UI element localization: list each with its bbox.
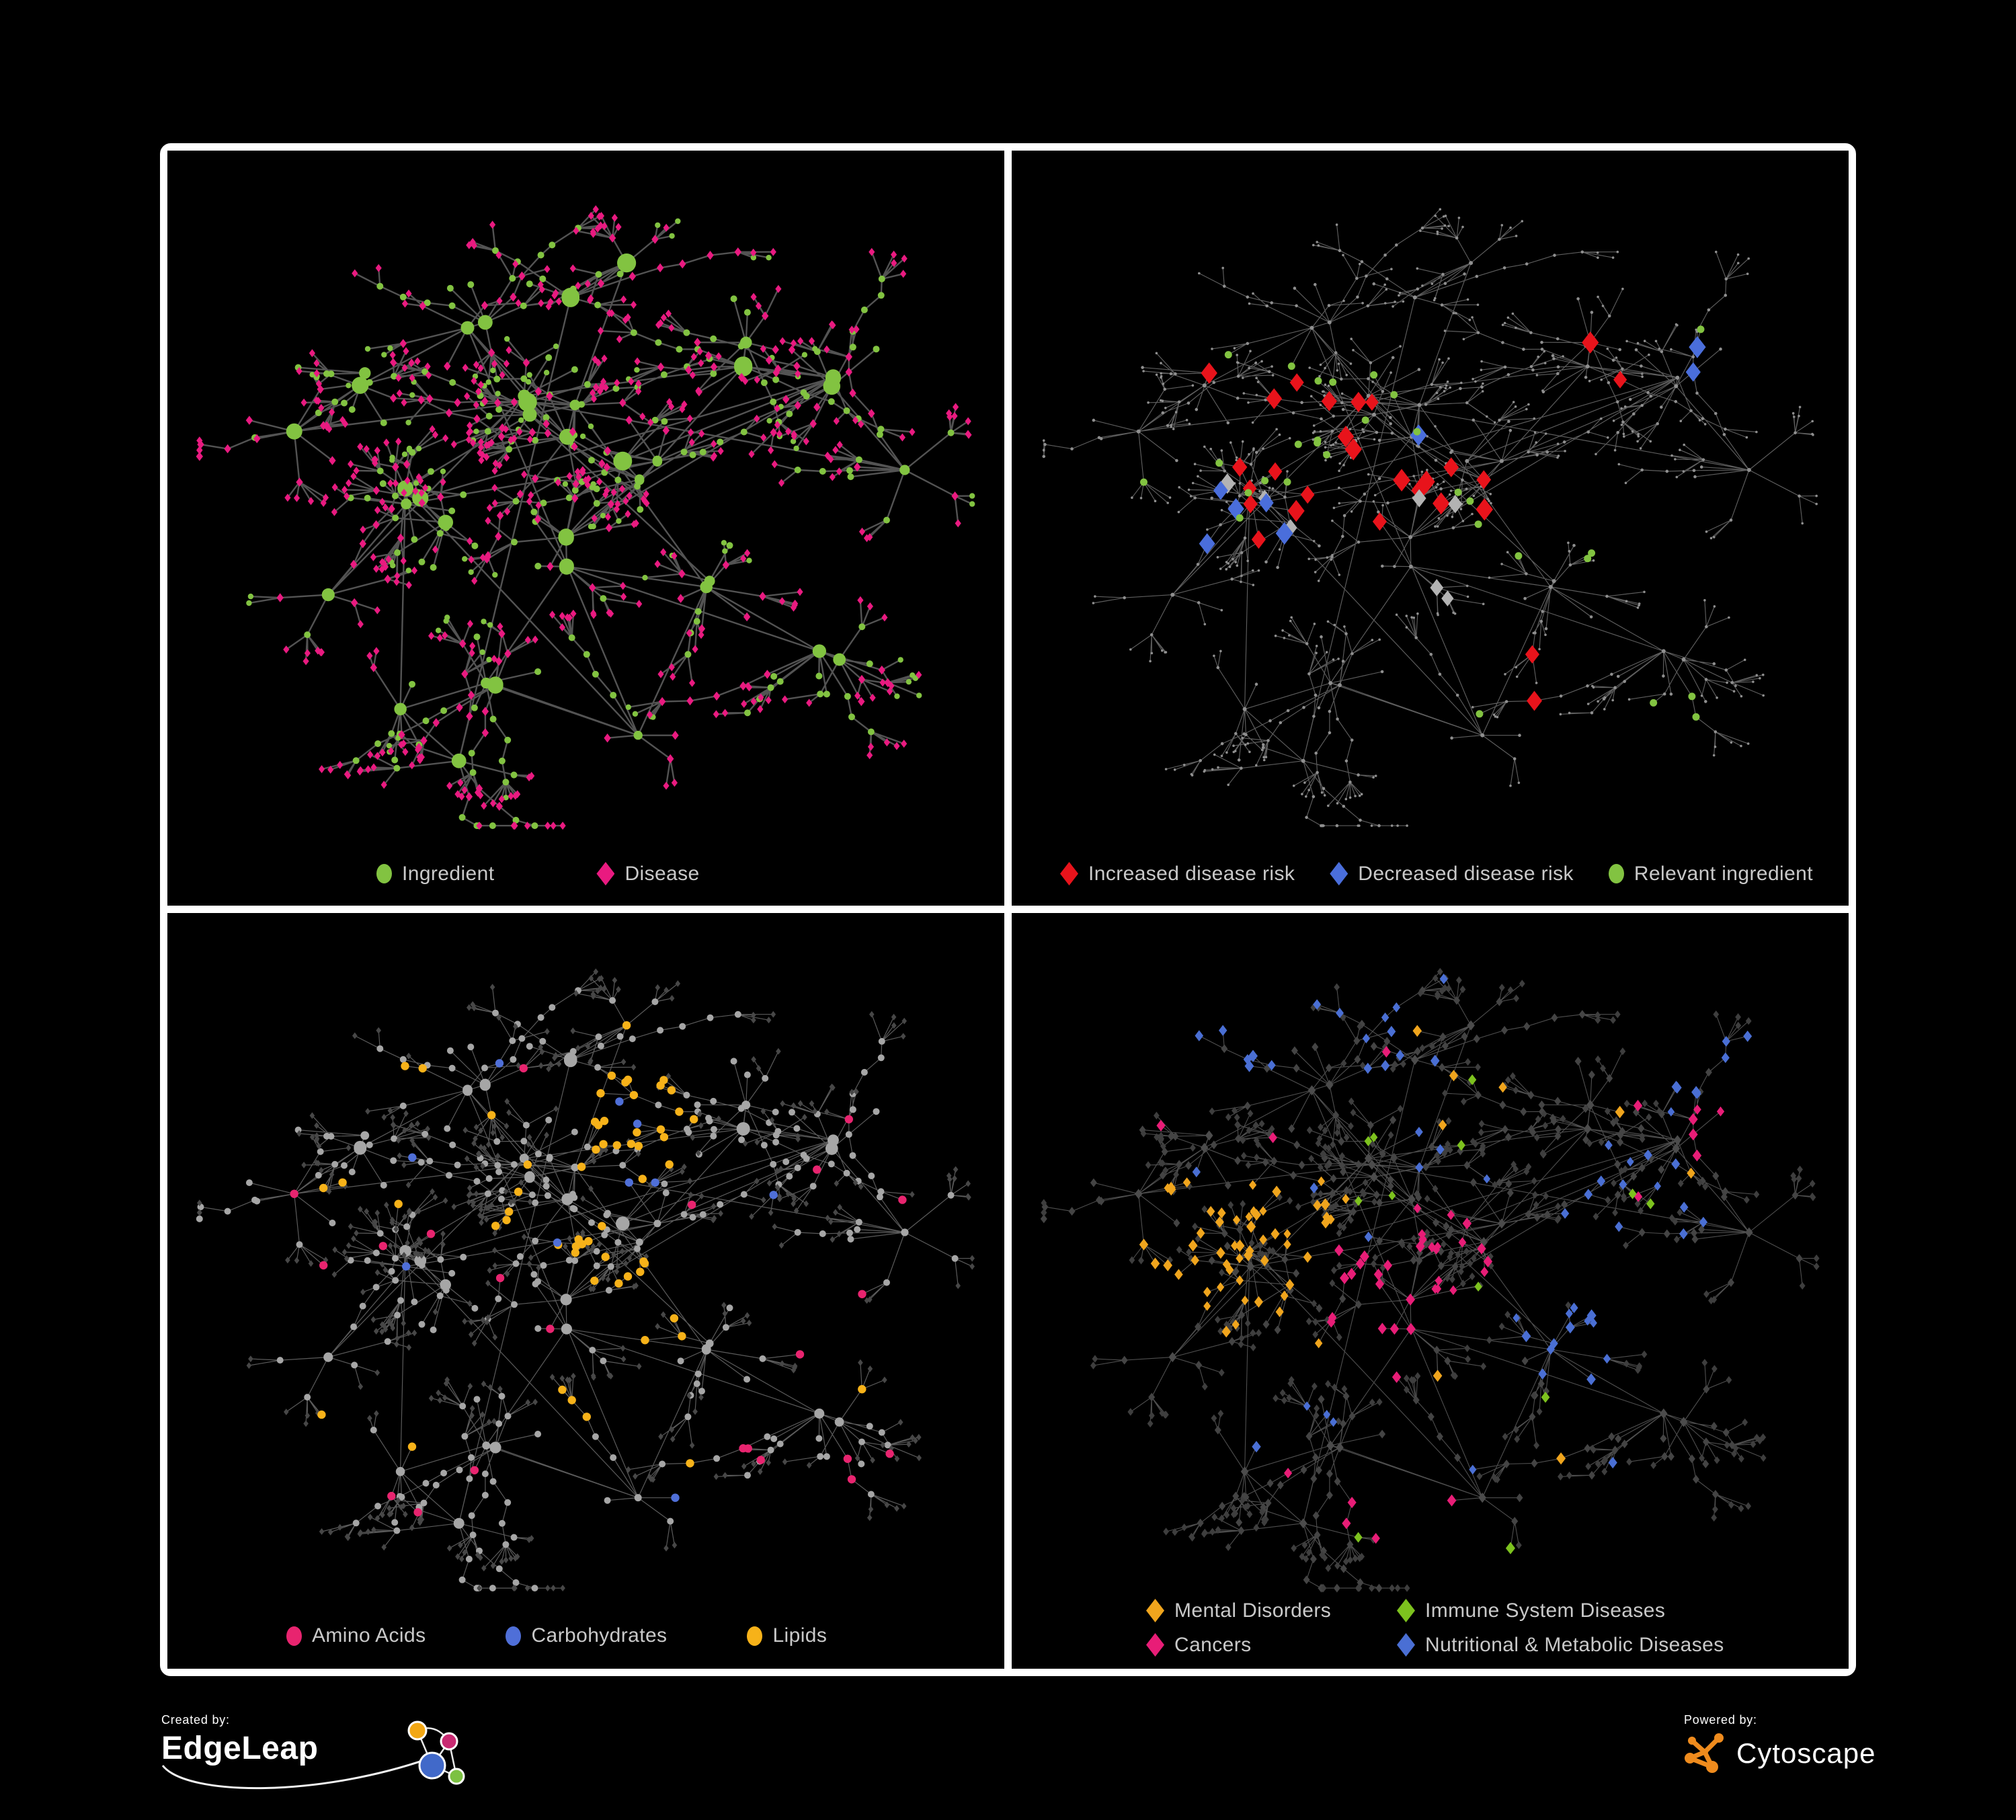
figure-frame: Ingredient Disease Increased disease ris… [160, 143, 1856, 1676]
cytoscape-logo-icon [1685, 1733, 1724, 1773]
legend-item-cancers: Cancers [1146, 1633, 1397, 1657]
created-by-label: Created by: [161, 1713, 230, 1727]
legend-label-lipids: Lipids [772, 1624, 828, 1647]
edgeleap-wordmark: EdgeLeap [161, 1731, 319, 1766]
network-svg-ingredient-disease [196, 205, 975, 830]
panel-disease-risk: Increased disease risk Decreased disease… [1012, 151, 1849, 906]
network-svg-disease-classes [1040, 967, 1820, 1593]
nutritional-metabolic-diseases-marker-icon [1397, 1633, 1415, 1657]
panel-disease-classes: Mental Disorders Immune System Diseases … [1012, 913, 1849, 1669]
legend-item-increased-risk: Increased disease risk [1060, 862, 1295, 885]
carbohydrates-marker-icon [506, 1626, 522, 1646]
disease-marker-icon [596, 862, 615, 885]
legend-label-mental-disorders: Mental Disorders [1174, 1599, 1332, 1622]
legend-item-decreased-risk: Decreased disease risk [1330, 862, 1574, 885]
legend-item-amino-acids: Amino Acids [286, 1624, 426, 1647]
legend-item-relevant-ingredient: Relevant ingredient [1608, 862, 1813, 885]
legend-item-immune-system-diseases: Immune System Diseases [1397, 1599, 1724, 1622]
legend-item-mental-disorders: Mental Disorders [1146, 1599, 1397, 1622]
legend-label-ingredient: Ingredient [402, 862, 495, 885]
panel-ingredient-disease: Ingredient Disease [167, 151, 1004, 906]
relevant-ingredient-marker-icon [1608, 864, 1624, 883]
legend-disease-classes: Mental Disorders Immune System Diseases … [1146, 1599, 1724, 1657]
powered-by-block: Powered by: Cytoscape [1684, 1713, 1966, 1801]
legend-label-disease: Disease [624, 862, 700, 885]
legend-label-relevant-ingredient: Relevant ingredient [1634, 862, 1813, 885]
ingredient-marker-icon [376, 864, 392, 883]
legend-item-nutritional-metabolic-diseases: Nutritional & Metabolic Diseases [1397, 1633, 1724, 1657]
panel-nutrient-classes: Amino Acids Carbohydrates Lipids [167, 913, 1004, 1669]
legend-label-immune-system-diseases: Immune System Diseases [1425, 1599, 1666, 1622]
legend-ingredient-disease: Ingredient Disease [376, 862, 700, 885]
network-svg-disease-risk [1042, 208, 1818, 828]
legend-label-nutritional-metabolic-diseases: Nutritional & Metabolic Diseases [1425, 1633, 1724, 1656]
cancers-marker-icon [1146, 1633, 1164, 1657]
network-svg-nutrient-classes [196, 968, 975, 1592]
legend-item-lipids: Lipids [747, 1624, 827, 1647]
decreased-risk-marker-icon [1330, 862, 1348, 885]
legend-label-amino-acids: Amino Acids [312, 1624, 426, 1647]
legend-label-carbohydrates: Carbohydrates [531, 1624, 668, 1647]
amino-acids-marker-icon [286, 1626, 302, 1646]
created-by-block: Created by: EdgeLeap [161, 1713, 465, 1801]
panel-divider-horizontal [167, 906, 1849, 913]
legend-label-increased-risk: Increased disease risk [1088, 862, 1295, 885]
cytoscape-wordmark: Cytoscape [1736, 1737, 1876, 1769]
legend-item-ingredient: Ingredient [376, 863, 494, 885]
lipids-marker-icon [747, 1626, 763, 1646]
legend-item-disease: Disease [596, 862, 699, 885]
legend-item-carbohydrates: Carbohydrates [506, 1624, 667, 1647]
legend-label-decreased-risk: Decreased disease risk [1358, 862, 1574, 885]
increased-risk-marker-icon [1060, 862, 1078, 885]
legend-nutrient-classes: Amino Acids Carbohydrates Lipids [286, 1624, 827, 1647]
mental-disorders-marker-icon [1146, 1599, 1164, 1622]
legend-label-cancers: Cancers [1174, 1633, 1252, 1656]
immune-system-diseases-marker-icon [1397, 1599, 1415, 1622]
powered-by-label: Powered by: [1684, 1713, 1757, 1727]
legend-disease-risk: Increased disease risk Decreased disease… [1060, 862, 1813, 885]
